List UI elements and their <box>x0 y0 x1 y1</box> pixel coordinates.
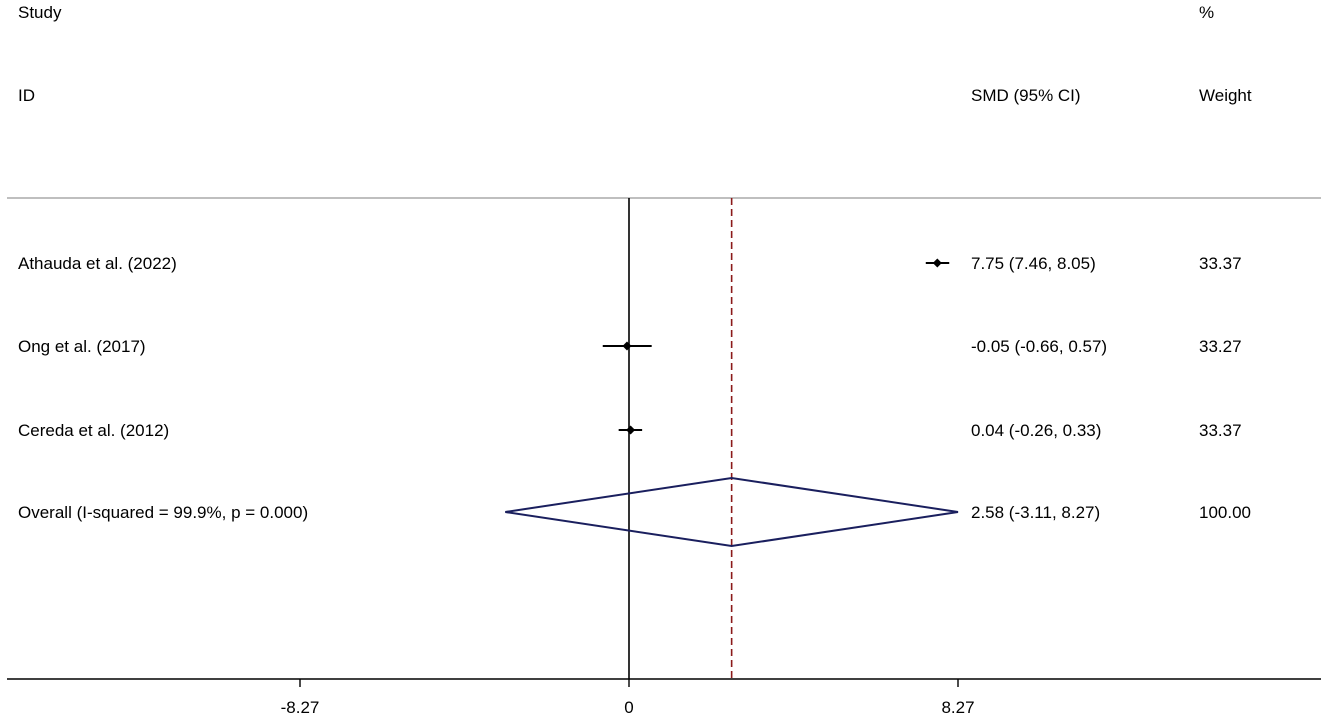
study-point-marker <box>622 341 632 351</box>
study-point-marker <box>626 425 636 435</box>
header-id: ID <box>18 86 35 105</box>
study-estimate-text: 7.75 (7.46, 8.05) <box>971 254 1096 273</box>
study-label: Ong et al. (2017) <box>18 337 146 356</box>
header-weight: Weight <box>1199 86 1252 105</box>
study-estimate-text: 0.04 (-0.26, 0.33) <box>971 421 1101 440</box>
overall-weight-text: 100.00 <box>1199 503 1251 522</box>
study-point-marker <box>932 258 942 268</box>
study-estimate-text: -0.05 (-0.66, 0.57) <box>971 337 1107 356</box>
header-percent: % <box>1199 3 1214 22</box>
x-tick-label: -8.27 <box>281 698 320 717</box>
header-study: Study <box>18 3 62 22</box>
study-label: Cereda et al. (2012) <box>18 421 169 440</box>
overall-estimate-text: 2.58 (-3.11, 8.27) <box>971 503 1100 522</box>
overall-label: Overall (I-squared = 99.9%, p = 0.000) <box>18 503 308 522</box>
study-weight-text: 33.37 <box>1199 254 1242 273</box>
x-tick-label: 8.27 <box>941 698 974 717</box>
header-smd: SMD (95% CI) <box>971 86 1081 105</box>
overall-diamond <box>505 476 959 548</box>
study-label: Athauda et al. (2022) <box>18 254 177 273</box>
study-weight-text: 33.27 <box>1199 337 1242 356</box>
study-weight-text: 33.37 <box>1199 421 1242 440</box>
x-tick-label: 0 <box>624 698 633 717</box>
